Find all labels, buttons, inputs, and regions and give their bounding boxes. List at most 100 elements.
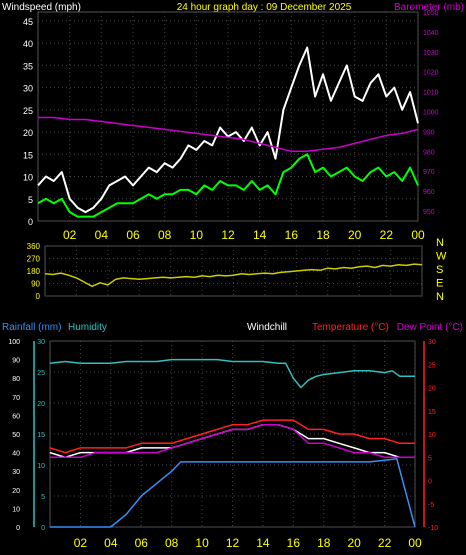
humidity-y-tick: 70 bbox=[12, 395, 20, 402]
temperature-y-tick: 0 bbox=[428, 479, 432, 486]
wind-x-tick: 22 bbox=[380, 228, 394, 242]
temperature-y-tick: 5 bbox=[428, 455, 432, 462]
wind-y-tick: 40 bbox=[23, 39, 33, 49]
humidity-y-tick: 90 bbox=[12, 358, 20, 365]
rainfall-y-tick: 20 bbox=[37, 401, 45, 408]
direction-y-tick: 180 bbox=[27, 267, 41, 276]
humidity-series bbox=[49, 358, 415, 389]
barometer-y-tick: 1010 bbox=[423, 90, 439, 97]
temp-x-tick: 08 bbox=[165, 536, 179, 550]
humidity-y-tick: 20 bbox=[12, 488, 20, 495]
temp-x-tick: 22 bbox=[378, 536, 392, 550]
rainfall-series bbox=[50, 458, 416, 528]
wind-x-tick: 08 bbox=[158, 228, 172, 242]
legend-windchill: Windchill bbox=[247, 322, 287, 333]
temp-x-tick: 18 bbox=[317, 536, 331, 550]
temp-x-tick: 10 bbox=[195, 536, 209, 550]
rainfall-y-tick: 25 bbox=[37, 370, 45, 377]
wind-direction-series bbox=[44, 263, 423, 288]
direction-y-tick: 360 bbox=[27, 242, 41, 251]
windspeed-axis-label: Windspeed (mph) bbox=[2, 2, 81, 13]
temp-x-tick: 14 bbox=[256, 536, 270, 550]
chart-title: 24 hour graph day : 09 December 2025 bbox=[177, 2, 352, 13]
barometer-y-tick: 1040 bbox=[423, 30, 439, 37]
temp-x-tick: 12 bbox=[226, 536, 240, 550]
barometer-y-tick: 960 bbox=[423, 189, 435, 196]
wind-x-tick: 14 bbox=[253, 228, 267, 242]
humidity-y-tick: 30 bbox=[12, 469, 20, 476]
barometer-y-tick: 970 bbox=[423, 169, 435, 176]
temperature-y-tick: 10 bbox=[428, 432, 436, 439]
humidity-y-tick: 80 bbox=[12, 376, 20, 383]
temperature-y-tick: -5 bbox=[428, 502, 434, 509]
gust-series bbox=[37, 46, 419, 214]
direction-y-tick: 0 bbox=[36, 292, 41, 301]
direction-y-tick: 270 bbox=[27, 255, 41, 264]
compass-label: S bbox=[436, 264, 443, 276]
barometer-y-tick: 980 bbox=[423, 149, 435, 156]
wind-x-tick: 02 bbox=[63, 228, 77, 242]
temp-x-tick: 04 bbox=[104, 536, 118, 550]
legend-dewpoint: Dew Point (°C) bbox=[397, 322, 463, 333]
wind-x-tick: 16 bbox=[285, 228, 299, 242]
wind-y-tick: 10 bbox=[23, 173, 33, 183]
wind-y-tick: 30 bbox=[23, 84, 33, 94]
barometer-axis-label: Barometer (mb) bbox=[394, 2, 464, 13]
humidity-y-tick: 50 bbox=[12, 432, 20, 439]
humidity-y-tick: 0 bbox=[16, 525, 20, 532]
temp-x-tick: 20 bbox=[347, 536, 361, 550]
humidity-y-tick: 60 bbox=[12, 413, 20, 420]
temperature-y-tick: 15 bbox=[428, 409, 436, 416]
legend-temperature: Temperature (°C) bbox=[312, 322, 389, 333]
temperature-y-tick: -10 bbox=[428, 525, 438, 532]
wind-x-tick: 00 bbox=[411, 228, 425, 242]
temp-x-tick: 00 bbox=[408, 536, 422, 550]
barometer-y-tick: 1000 bbox=[423, 110, 439, 117]
temp-x-tick: 16 bbox=[287, 536, 301, 550]
rainfall-y-tick: 5 bbox=[41, 494, 45, 501]
wind-x-tick: 12 bbox=[221, 228, 235, 242]
wind-x-tick: 18 bbox=[316, 228, 330, 242]
rainfall-y-tick: 15 bbox=[37, 432, 45, 439]
wind-y-tick: 45 bbox=[23, 17, 33, 27]
wind-x-tick: 04 bbox=[95, 228, 109, 242]
legend-rainfall: Rainfall (mm) bbox=[2, 322, 61, 333]
barometer-y-tick: 950 bbox=[423, 209, 435, 216]
barometer-y-tick: 990 bbox=[423, 129, 435, 136]
compass-label: N bbox=[436, 237, 444, 249]
direction-y-tick: 90 bbox=[31, 280, 40, 289]
temperature-y-tick: 20 bbox=[428, 386, 436, 393]
barometer-y-tick: 1020 bbox=[423, 70, 439, 77]
rainfall-y-tick: 10 bbox=[37, 463, 45, 470]
legend-humidity: Humidity bbox=[68, 322, 107, 333]
wind-y-tick: 25 bbox=[23, 106, 33, 116]
wind-y-tick: 35 bbox=[23, 61, 33, 71]
wind-x-tick: 06 bbox=[126, 228, 140, 242]
wind-x-tick: 10 bbox=[190, 228, 204, 242]
humidity-y-tick: 100 bbox=[8, 339, 20, 346]
temperature-humidity-panel: 0510152025300102030405060708090100-10-50… bbox=[8, 339, 438, 550]
humidity-y-tick: 10 bbox=[12, 506, 20, 513]
compass-label: E bbox=[436, 278, 443, 290]
wind-barometer-panel: 0510152025303540459509609709809901000101… bbox=[23, 10, 439, 242]
temperature-series bbox=[49, 419, 415, 454]
dewpoint-series bbox=[50, 423, 415, 459]
compass-label: W bbox=[436, 251, 447, 263]
wind-y-tick: 0 bbox=[28, 217, 33, 227]
compass-label: N bbox=[436, 291, 444, 303]
rainfall-y-tick: 0 bbox=[41, 525, 45, 532]
temperature-y-tick: 30 bbox=[428, 339, 436, 346]
wind-x-tick: 20 bbox=[348, 228, 362, 242]
temp-x-tick: 02 bbox=[74, 536, 88, 550]
temp-x-tick: 06 bbox=[135, 536, 149, 550]
rainfall-y-tick: 30 bbox=[37, 339, 45, 346]
average-series bbox=[37, 153, 419, 218]
humidity-y-tick: 40 bbox=[12, 451, 20, 458]
barometer-y-tick: 1030 bbox=[423, 50, 439, 57]
barometer-y-tick: 1050 bbox=[423, 10, 439, 17]
wind-y-tick: 20 bbox=[23, 128, 33, 138]
barometer-series bbox=[38, 116, 419, 153]
